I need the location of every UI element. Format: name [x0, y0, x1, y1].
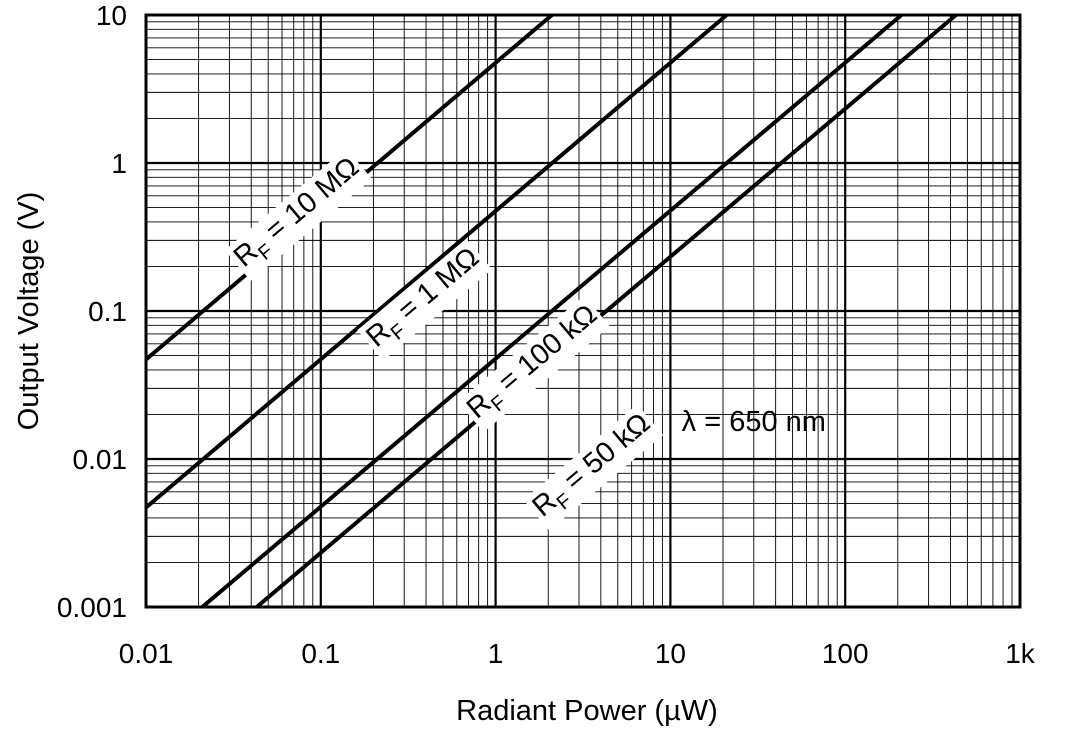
series-label-1-m: RF = 1 MΩ [357, 238, 493, 361]
x-tick-label: 1k [1005, 638, 1036, 669]
series-label-100-k: RF = 100 kΩ [457, 295, 610, 433]
x-tick-label: 100 [822, 638, 869, 669]
series-line-1-m [144, 13, 729, 510]
y-tick-label: 10 [96, 0, 127, 31]
series-label-text: RF = 1 MΩ [360, 241, 489, 358]
x-tick-label: 0.1 [301, 638, 340, 669]
x-tick-label: 0.01 [119, 638, 174, 669]
series-line-100-k [201, 13, 903, 609]
y-tick-label: 0.001 [57, 592, 127, 623]
y-tick-label: 0.1 [88, 296, 127, 327]
x-tick-label: 1 [488, 638, 504, 669]
series-label-background [357, 238, 493, 361]
series-label-10-m: RF = 10 MΩ [224, 148, 372, 281]
series-label-50-k: RF = 50 kΩ [523, 404, 664, 531]
y-axis-ticks: 0.001 0.01 0.1 1 10 [57, 0, 127, 623]
x-axis-ticks: 0.01 0.1 1 10 100 1k [119, 638, 1036, 669]
series-label-background [523, 404, 664, 531]
x-tick-label: 10 [655, 638, 686, 669]
plot-frame [144, 13, 1022, 609]
y-tick-label: 1 [111, 148, 127, 179]
y-axis-title: Output Voltage (V) [13, 192, 45, 431]
series-label-text: RF = 50 kΩ [526, 407, 660, 528]
series-lines [144, 13, 958, 609]
y-tick-label: 0.01 [73, 444, 128, 475]
x-axis-title: Radiant Power (µW) [456, 695, 718, 727]
series-label-background [224, 148, 372, 281]
wavelength-annotation: λ = 650 nm [682, 406, 826, 438]
series-line-50-k [255, 13, 958, 609]
series-label-background [457, 295, 610, 433]
